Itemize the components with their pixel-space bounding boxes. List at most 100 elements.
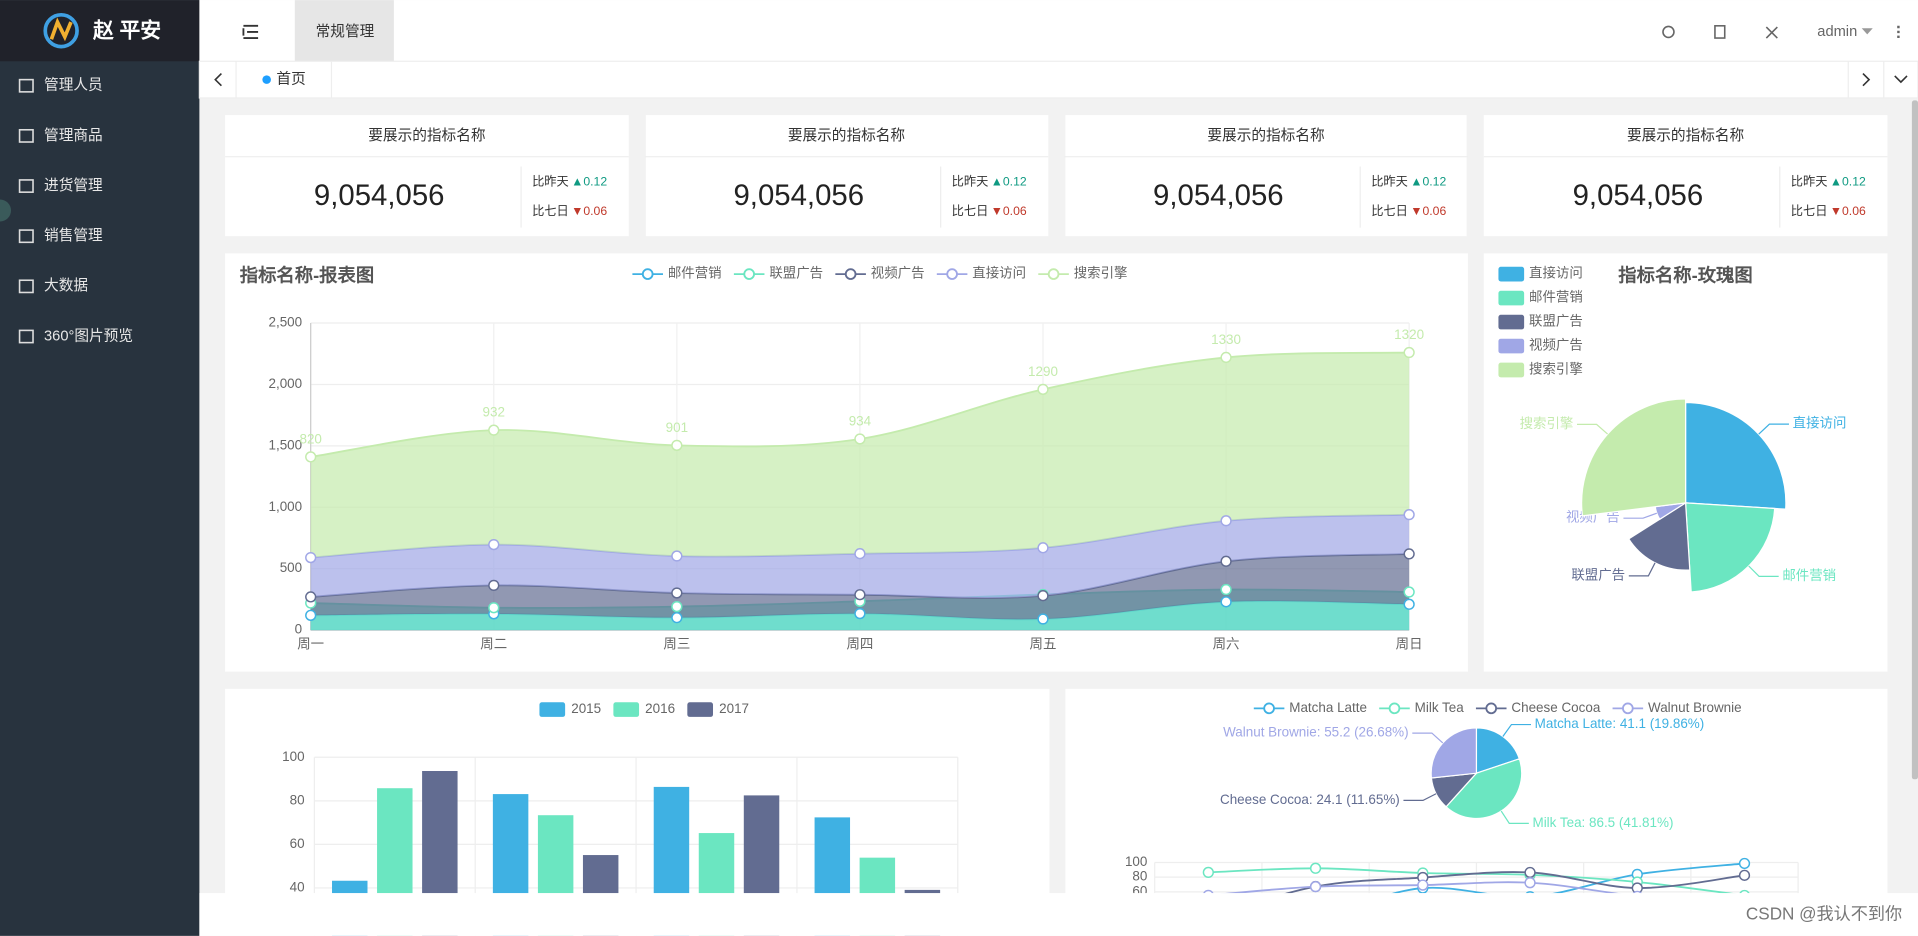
- menu-item[interactable]: 360°图片预览: [44, 327, 133, 344]
- menu-item[interactable]: 大数据: [44, 277, 88, 294]
- card-day-label: 比昨天: [952, 175, 989, 189]
- topbar: [199, 0, 1918, 62]
- card-panel: [1483, 115, 1888, 237]
- pie-slice: [1627, 501, 1691, 571]
- menu-icon: [18, 128, 34, 143]
- legend-label[interactable]: 联盟广告: [769, 266, 823, 281]
- y-tick-label: 100: [282, 749, 304, 764]
- clear-icon[interactable]: [1714, 25, 1726, 39]
- legend-label[interactable]: Matcha Latte: [1289, 700, 1367, 715]
- side-handle[interactable]: [0, 199, 12, 222]
- y-tick-label: 80: [1132, 869, 1147, 884]
- page-bottom: [199, 893, 1918, 936]
- legend-icon: [1263, 702, 1275, 715]
- card-day-label: 比昨天: [532, 175, 569, 189]
- tabs-left[interactable]: [214, 72, 222, 87]
- data-point: [305, 591, 317, 603]
- tabs-menu[interactable]: [1894, 75, 1908, 84]
- data-point: [305, 451, 317, 463]
- menu-item[interactable]: 管理人员: [44, 77, 103, 94]
- fullscreen-icon[interactable]: [1765, 26, 1778, 39]
- legend-label[interactable]: 视频广告: [1529, 338, 1583, 353]
- slice-label: Cheese Cocoa: 24.1 (11.65%): [1220, 792, 1400, 807]
- card-week-label: 比七日: [1791, 204, 1828, 218]
- scrollbar[interactable]: [1911, 100, 1918, 780]
- card-title: 要展示的指标名称: [368, 127, 486, 144]
- y-tick-label: 500: [280, 560, 302, 575]
- pie-slice: [1430, 727, 1478, 779]
- legend-label[interactable]: 邮件营销: [668, 266, 722, 281]
- x-tick-label: 周日: [1396, 636, 1423, 651]
- legend-label[interactable]: 搜索引擎: [1529, 362, 1583, 377]
- legend-label[interactable]: 视频广告: [871, 266, 925, 281]
- legend-label[interactable]: Walnut Brownie: [1648, 700, 1742, 715]
- slice-label: Walnut Brownie: 55.2 (26.68%): [1223, 725, 1408, 740]
- data-point: [305, 609, 317, 621]
- data-label: 934: [849, 413, 872, 428]
- card-day-change: ▲0.12: [571, 175, 607, 189]
- legend-label[interactable]: 直接访问: [972, 265, 1026, 281]
- legend-label[interactable]: 2015: [571, 701, 601, 716]
- data-point: [1403, 548, 1415, 560]
- data-point: [1403, 509, 1415, 521]
- data-point: [1220, 515, 1232, 527]
- menu-icon: [18, 78, 34, 93]
- legend-icon: [613, 702, 640, 717]
- data-label: 820: [299, 431, 321, 446]
- legend-label[interactable]: 搜索引擎: [1074, 266, 1128, 281]
- data-point: [488, 602, 500, 614]
- data-label: 932: [483, 405, 505, 420]
- legend-label[interactable]: Milk Tea: [1415, 700, 1465, 715]
- legend-label[interactable]: 2016: [645, 701, 675, 716]
- card-title: 要展示的指标名称: [788, 127, 906, 144]
- tabs-right[interactable]: [1862, 72, 1871, 87]
- menu-item[interactable]: 销售管理: [44, 227, 103, 244]
- breadcrumb-bar: [198, 60, 1918, 99]
- legend-icon: [687, 702, 714, 717]
- legend-label[interactable]: 直接访问: [1529, 265, 1583, 281]
- card-week-change: ▼0.06: [1830, 204, 1866, 218]
- menu-icon: [18, 179, 34, 193]
- user-caret[interactable]: [1861, 28, 1873, 35]
- card-week-label: 比七日: [532, 204, 569, 218]
- legend-icon: [1498, 338, 1525, 354]
- pie-slice: [1684, 502, 1776, 593]
- refresh-icon[interactable]: [1662, 25, 1675, 39]
- card-day-change: ▲0.12: [991, 175, 1027, 189]
- menu-icon: [18, 329, 34, 344]
- data-point: [671, 550, 683, 562]
- chart-title: 指标名称-玫瑰图: [1618, 264, 1752, 285]
- legend-icon: [641, 268, 654, 280]
- logo-mark: [49, 17, 73, 42]
- area-fill: [310, 553, 1410, 620]
- legend-label[interactable]: 联盟广告: [1529, 314, 1583, 329]
- user-name[interactable]: admin: [1817, 24, 1857, 40]
- legend-label[interactable]: Cheese Cocoa: [1511, 700, 1600, 715]
- legend-icon: [946, 268, 958, 280]
- data-point: [671, 612, 683, 624]
- card-panel: [225, 115, 629, 237]
- legend-label[interactable]: 邮件营销: [1529, 290, 1583, 305]
- tab-label[interactable]: 常规管理: [316, 23, 375, 40]
- x-tick-label: 周四: [846, 636, 873, 651]
- tab-bg[interactable]: [294, 0, 394, 62]
- menu-toggle[interactable]: [242, 24, 259, 39]
- menu-item[interactable]: 管理商品: [44, 127, 103, 144]
- card-day-label: 比昨天: [1791, 175, 1828, 189]
- area-fill: [310, 352, 1410, 558]
- menu-item[interactable]: 进货管理: [44, 177, 103, 194]
- data-point: [1220, 351, 1232, 364]
- label-line: [1500, 810, 1529, 824]
- data-point: [1220, 555, 1232, 567]
- x-tick-label: 周六: [1213, 636, 1240, 651]
- breadcrumb-home[interactable]: 首页: [276, 71, 305, 88]
- card-value: 9,054,056: [314, 179, 445, 212]
- legend-icon: [1388, 702, 1401, 715]
- legend-label[interactable]: 2017: [719, 701, 749, 716]
- card-day-change: ▲0.12: [1410, 175, 1446, 189]
- card-value: 9,054,056: [733, 179, 864, 212]
- x-tick-label: 周二: [480, 636, 507, 651]
- sidebar: [0, 0, 200, 936]
- menu-icon: [18, 229, 34, 244]
